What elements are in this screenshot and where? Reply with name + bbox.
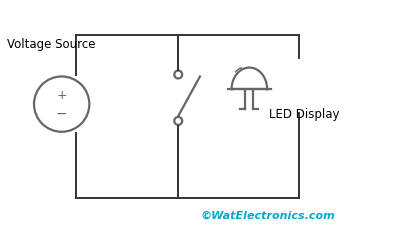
Text: Voltage Source: Voltage Source: [8, 38, 96, 51]
Text: +: +: [56, 89, 67, 102]
Text: −: −: [56, 107, 67, 121]
Text: LED Display: LED Display: [269, 107, 340, 120]
Text: ©WatElectronics.com: ©WatElectronics.com: [200, 211, 335, 221]
